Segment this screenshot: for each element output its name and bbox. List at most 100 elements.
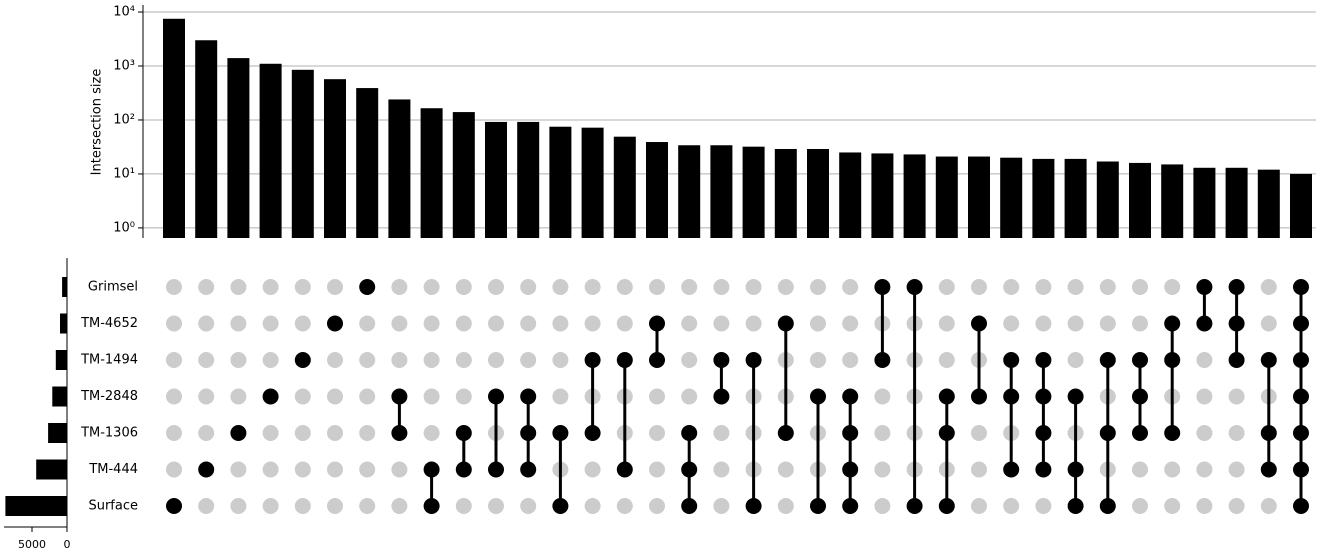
member-dot [906, 498, 923, 514]
set-label: Grimsel [88, 280, 138, 295]
member-dot [230, 425, 247, 441]
member-dot [423, 498, 440, 514]
empty-dot [166, 388, 182, 405]
member-dot [1164, 425, 1181, 441]
empty-dot [1003, 315, 1020, 332]
y-tick-label: 10¹ [113, 166, 135, 181]
bar [1290, 173, 1312, 238]
empty-dot [327, 388, 343, 405]
empty-dot [1003, 498, 1020, 514]
empty-dot [1228, 498, 1245, 514]
empty-dot [1067, 352, 1084, 368]
member-dot [777, 425, 794, 441]
member-dot [488, 461, 504, 478]
empty-dot [810, 279, 826, 295]
member-dot [1035, 425, 1052, 441]
member-dot [1196, 279, 1213, 295]
y-tick-label: 10³ [113, 59, 135, 74]
empty-dot [681, 279, 698, 295]
empty-dot [1196, 425, 1213, 441]
set-size-bar [60, 313, 67, 334]
empty-dot [423, 388, 440, 405]
member-dot [359, 279, 376, 295]
empty-dot [1196, 461, 1213, 478]
empty-dot [1164, 498, 1181, 514]
empty-dot [971, 279, 987, 295]
bar [807, 148, 829, 238]
member-dot [1067, 461, 1084, 478]
empty-dot [488, 279, 504, 295]
member-dot [584, 425, 601, 441]
bar [903, 154, 926, 238]
member-dot [1067, 388, 1084, 405]
empty-dot [455, 498, 472, 514]
empty-dot [294, 425, 311, 441]
empty-dot [294, 461, 311, 478]
bar [517, 121, 540, 238]
member-dot [938, 388, 955, 405]
empty-dot [359, 425, 376, 441]
member-dot [1228, 352, 1245, 368]
member-dot [1260, 461, 1277, 478]
set-label: TM-4652 [80, 316, 138, 331]
empty-dot [198, 498, 215, 514]
empty-dot [713, 461, 730, 478]
member-dot [1196, 315, 1213, 332]
member-dot [1164, 315, 1181, 332]
empty-dot [1164, 461, 1181, 478]
bar [774, 148, 797, 238]
member-dot [777, 315, 794, 332]
empty-dot [1003, 279, 1020, 295]
empty-dot [971, 461, 987, 478]
member-dot [1099, 425, 1116, 441]
empty-dot [294, 498, 311, 514]
empty-dot [359, 498, 376, 514]
y-tick-label: 10² [113, 112, 135, 127]
member-dot [1228, 315, 1245, 332]
bar [452, 112, 475, 238]
empty-dot [294, 315, 311, 332]
bar [163, 18, 185, 238]
bar [291, 69, 314, 238]
member-dot [745, 498, 762, 514]
member-dot [1099, 352, 1116, 368]
member-dot [1228, 279, 1245, 295]
empty-dot [1196, 498, 1213, 514]
empty-dot [616, 279, 633, 295]
empty-dot [262, 279, 279, 295]
empty-dot [616, 498, 633, 514]
member-dot [1035, 388, 1052, 405]
bar [742, 146, 765, 238]
empty-dot [1099, 279, 1116, 295]
member-dot [1293, 425, 1309, 441]
empty-dot [552, 279, 569, 295]
bar [1193, 167, 1216, 238]
member-dot [713, 388, 730, 405]
member-dot [1164, 352, 1181, 368]
bar [485, 121, 507, 238]
empty-dot [166, 461, 182, 478]
member-dot [520, 461, 537, 478]
empty-dot [1164, 279, 1181, 295]
set-label: Surface [88, 499, 138, 514]
empty-dot [520, 315, 537, 332]
empty-dot [230, 352, 247, 368]
y-axis-label: Intersection size [90, 69, 105, 176]
set-size-bar [62, 277, 67, 297]
empty-dot [713, 425, 730, 441]
y-tick-label: 10⁴ [113, 5, 135, 20]
empty-dot [359, 352, 376, 368]
empty-dot [552, 315, 569, 332]
member-dot [842, 425, 859, 441]
bar [549, 126, 572, 238]
empty-dot [552, 352, 569, 368]
empty-dot [1099, 315, 1116, 332]
empty-dot [938, 315, 955, 332]
set-label: TM-1494 [80, 353, 138, 368]
member-dot [810, 498, 826, 514]
empty-dot [713, 498, 730, 514]
empty-dot [874, 388, 891, 405]
empty-dot [777, 461, 794, 478]
bar [356, 88, 379, 238]
